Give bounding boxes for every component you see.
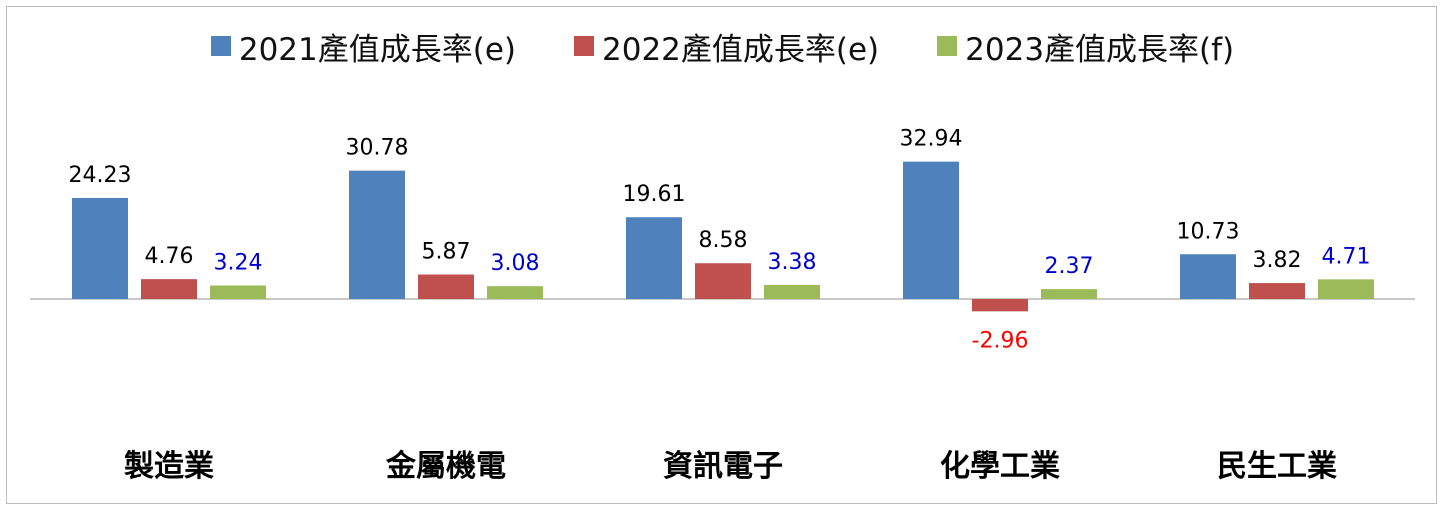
bar-製造業-series-3 [210, 285, 266, 299]
bar-製造業-series-2 [141, 279, 197, 299]
data-label-金屬機電-series-3: 3.08 [491, 251, 540, 276]
bar-化學工業-series-2 [972, 299, 1028, 312]
data-label-化學工業-series-3: 2.37 [1045, 254, 1094, 279]
bar-民生工業-series-3 [1318, 279, 1374, 299]
data-label-資訊電子-series-3: 3.38 [768, 250, 817, 275]
bar-資訊電子-series-3 [764, 284, 820, 299]
data-label-製造業-series-2: 4.76 [145, 244, 194, 269]
bar-金屬機電-series-1 [349, 170, 405, 299]
bar-金屬機電-series-2 [418, 274, 474, 299]
data-label-資訊電子-series-1: 19.61 [623, 182, 686, 207]
bar-金屬機電-series-3 [487, 286, 543, 299]
category-label-3: 資訊電子 [663, 449, 783, 484]
legend-label-2023: 2023產值成長率(f) [965, 31, 1235, 68]
legend-item-2021: 2021產值成長率(e) [210, 24, 516, 69]
data-label-化學工業-series-2: -2.96 [972, 328, 1029, 353]
legend-label-2022: 2022產值成長率(e) [602, 31, 880, 68]
chart-legend: 2021產值成長率(e) 2022產值成長率(e) 2023產值成長率(f) [0, 22, 1445, 70]
data-label-化學工業-series-1: 32.94 [900, 127, 963, 152]
data-label-製造業-series-1: 24.23 [69, 163, 132, 188]
data-label-資訊電子-series-2: 8.58 [699, 228, 748, 253]
legend-swatch-2021 [210, 36, 231, 56]
category-label-4: 化學工業 [940, 449, 1060, 484]
bar-民生工業-series-1 [1180, 254, 1236, 299]
category-label-5: 民生工業 [1217, 449, 1337, 484]
bar-民生工業-series-2 [1249, 283, 1305, 299]
data-label-民生工業-series-3: 4.71 [1322, 244, 1371, 269]
data-label-金屬機電-series-2: 5.87 [422, 240, 471, 265]
data-label-民生工業-series-1: 10.73 [1177, 219, 1240, 244]
legend-swatch-2023 [937, 36, 958, 56]
data-label-金屬機電-series-1: 30.78 [346, 136, 409, 161]
legend-swatch-2022 [574, 36, 594, 56]
data-label-製造業-series-3: 3.24 [214, 250, 263, 275]
legend-item-2023: 2023產值成長率(f) [937, 24, 1234, 69]
bar-資訊電子-series-2 [695, 263, 751, 299]
bar-資訊電子-series-1 [626, 217, 682, 299]
data-label-民生工業-series-2: 3.82 [1253, 248, 1302, 273]
category-label-2: 金屬機電 [385, 449, 506, 484]
legend-item-2022: 2022產值成長率(e) [574, 24, 879, 69]
bar-化學工業-series-1 [903, 161, 959, 299]
category-label-1: 製造業 [124, 449, 214, 484]
bar-化學工業-series-3 [1041, 289, 1097, 299]
legend-label-2021: 2021產值成長率(e) [238, 31, 516, 68]
bar-製造業-series-1 [72, 197, 128, 299]
